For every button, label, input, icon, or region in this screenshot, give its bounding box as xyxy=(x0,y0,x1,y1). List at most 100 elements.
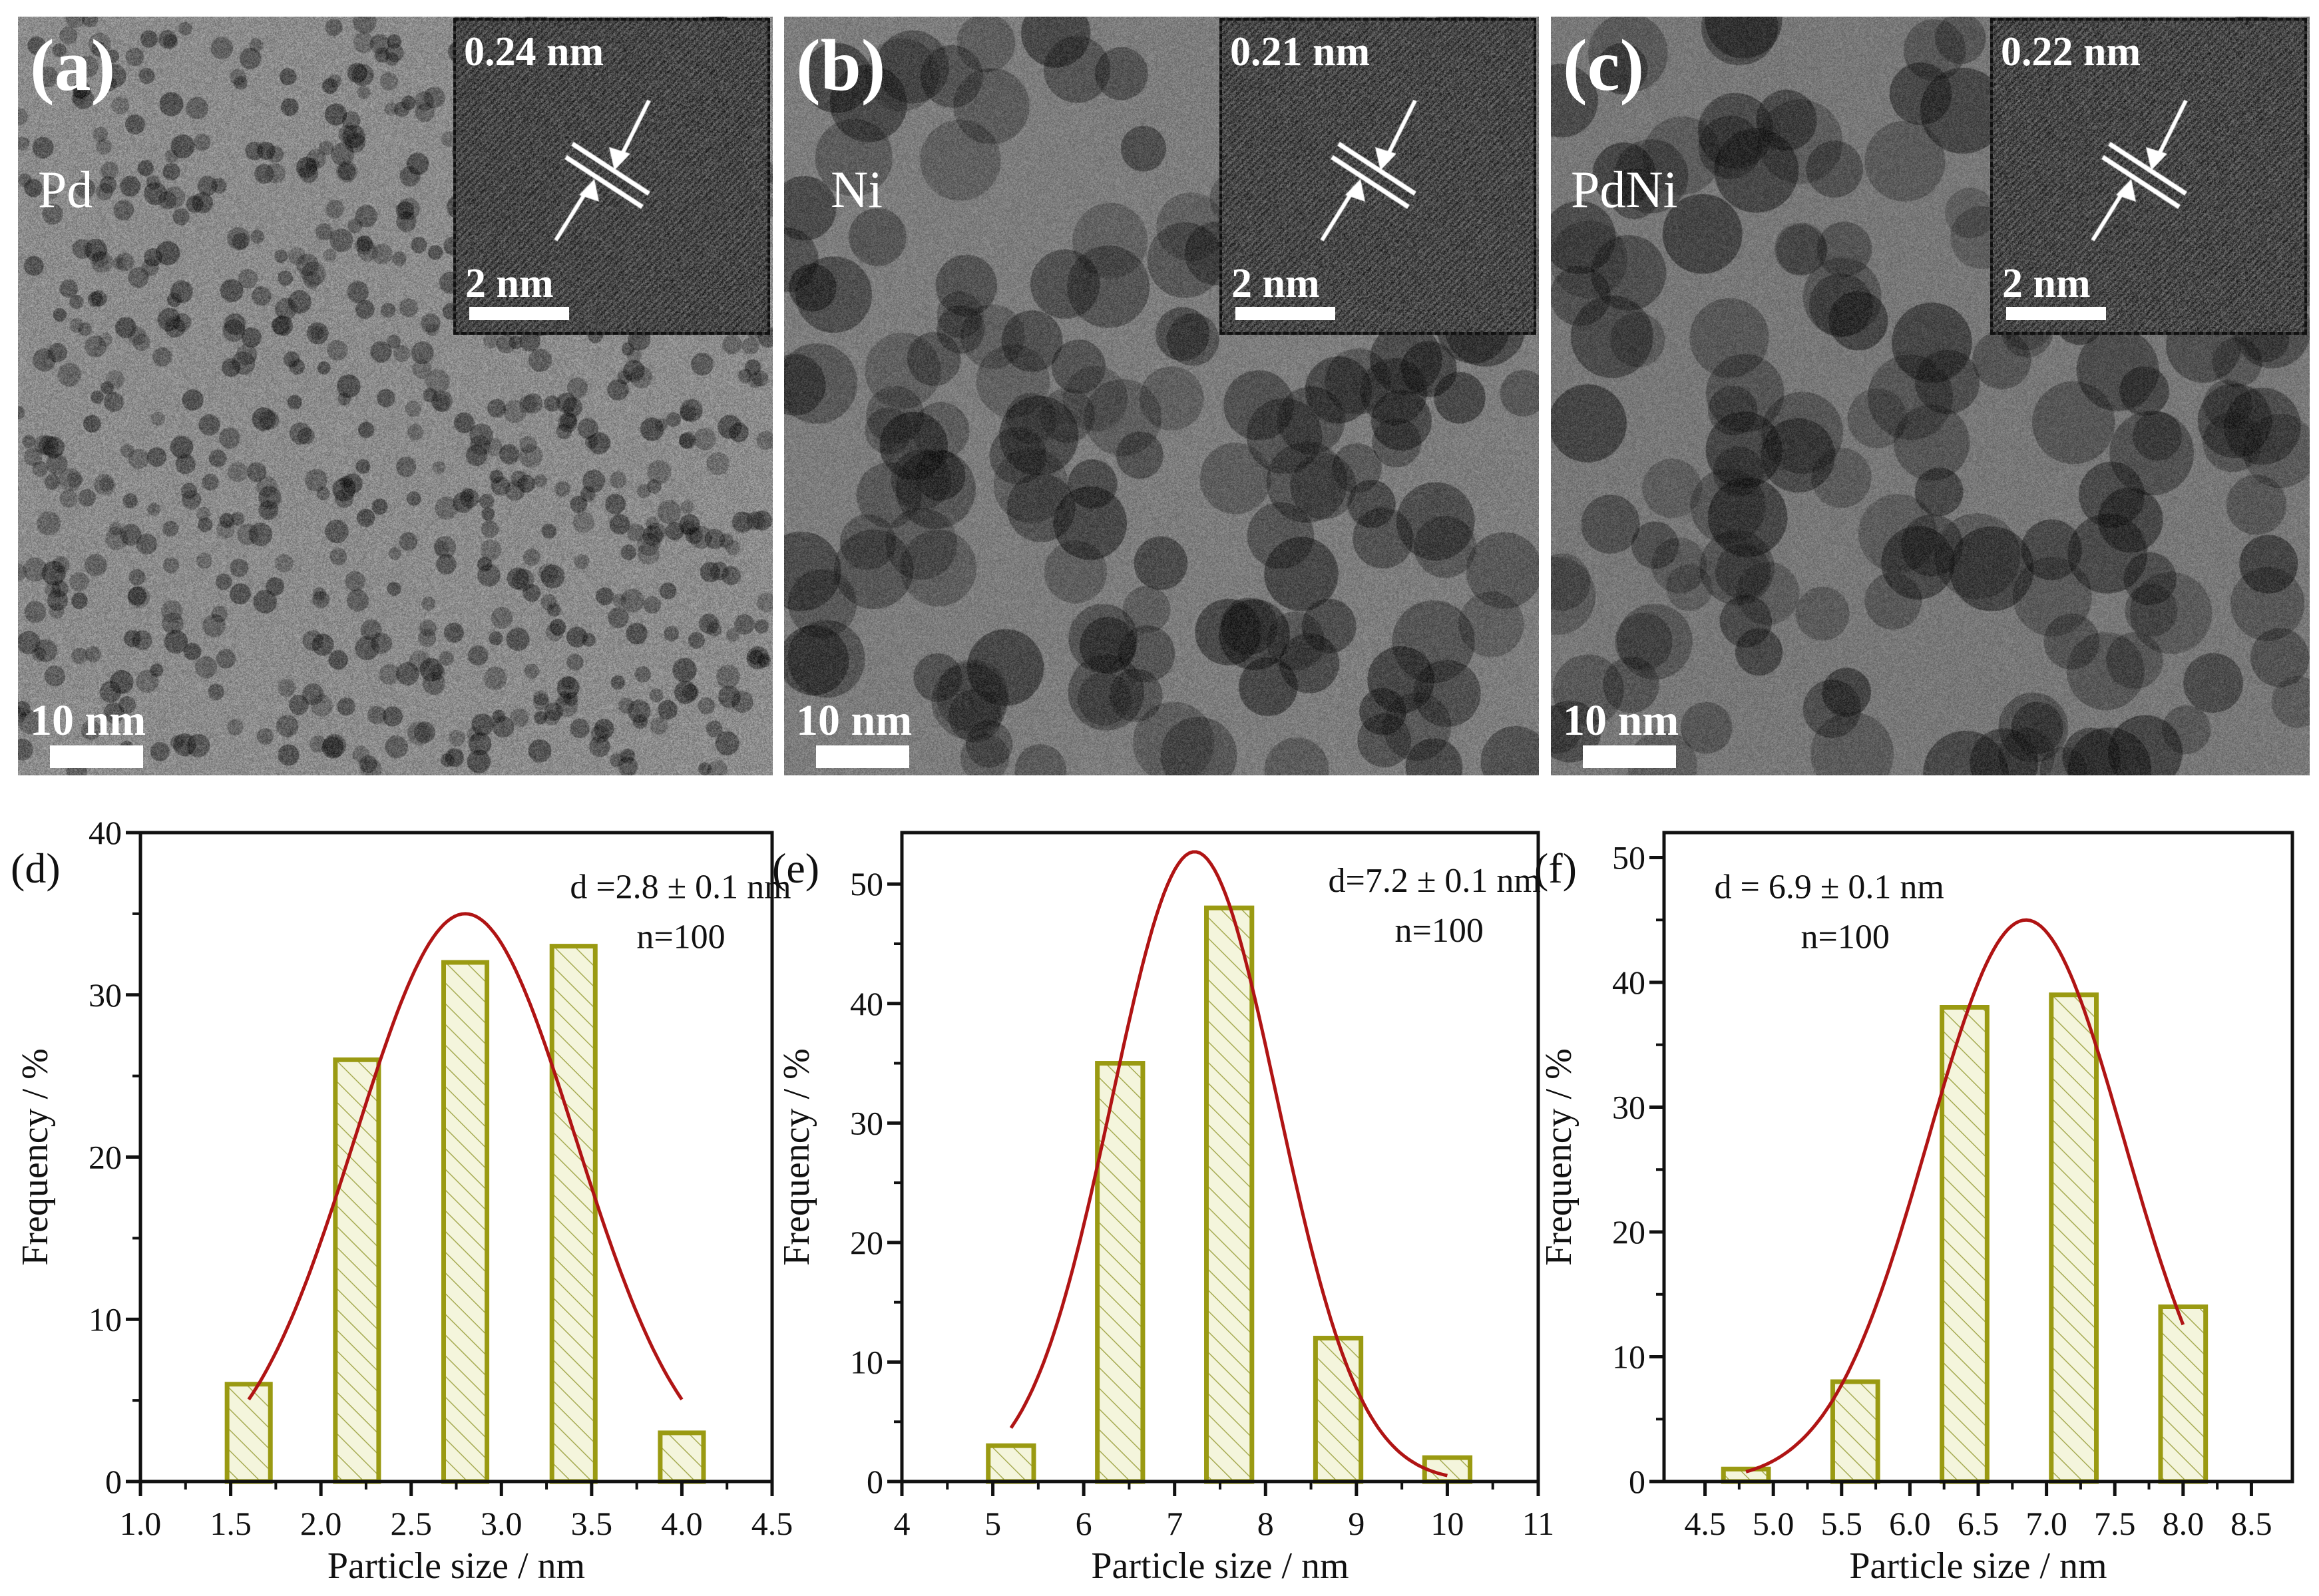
hrtem-inset: 0.21 nm 2 nm xyxy=(1219,18,1536,335)
material-label: Pd xyxy=(38,160,93,218)
x-tick-label: 8.5 xyxy=(2230,1505,2272,1542)
x-tick-label: 3.0 xyxy=(481,1505,523,1542)
scale-bar xyxy=(816,745,909,768)
hrtem-micrograph xyxy=(1993,21,2304,332)
x-tick-label: 3.5 xyxy=(571,1505,613,1542)
x-tick-label: 7.0 xyxy=(2025,1505,2067,1542)
panel-label: (d) xyxy=(11,845,61,892)
histogram-bar xyxy=(2158,1304,2209,1484)
histogram-bar xyxy=(441,960,490,1484)
x-tick-label: 2.5 xyxy=(390,1505,432,1542)
scale-bar xyxy=(1583,745,1676,768)
y-tick-label: 30 xyxy=(850,1104,883,1141)
x-tick-label: 1.0 xyxy=(120,1505,162,1542)
x-axis-label: Particle size / nm xyxy=(327,1545,585,1587)
x-tick-label: 9 xyxy=(1348,1505,1365,1542)
lattice-spacing-label: 0.22 nm xyxy=(2001,29,2141,75)
scale-bar xyxy=(50,745,143,768)
y-tick-label: 20 xyxy=(850,1224,883,1261)
histogram-bar xyxy=(1204,905,1255,1484)
x-tick-label: 2.0 xyxy=(300,1505,342,1542)
histogram-bar xyxy=(658,1430,706,1484)
y-tick-label: 10 xyxy=(850,1343,883,1380)
x-tick-label: 5 xyxy=(984,1505,1001,1542)
lattice-spacing-label: 0.21 nm xyxy=(1230,29,1370,75)
x-tick-label: 7.5 xyxy=(2094,1505,2136,1542)
x-axis-label: Particle size / nm xyxy=(1091,1545,1349,1587)
y-axis-label: Frequency / % xyxy=(776,1048,817,1266)
y-tick-label: 40 xyxy=(1612,964,1645,1001)
y-tick-label: 50 xyxy=(1612,839,1645,877)
x-tick-label: 5.5 xyxy=(1821,1505,1863,1542)
lattice-spacing-label: 0.24 nm xyxy=(464,29,604,75)
histogram-bar xyxy=(333,1057,381,1484)
y-tick-label: 0 xyxy=(1629,1463,1645,1500)
x-tick-label: 4.5 xyxy=(751,1505,793,1542)
x-tick-label: 6 xyxy=(1076,1505,1092,1542)
inset-scale-bar xyxy=(469,307,569,320)
inset-scale-bar xyxy=(1235,307,1335,320)
y-axis-label: Frequency / % xyxy=(15,1048,56,1266)
panel-label: (f) xyxy=(1534,845,1577,892)
histogram-bar xyxy=(986,1443,1036,1484)
inset-scale-bar-label: 2 nm xyxy=(2002,261,2091,306)
x-tick-label: 8 xyxy=(1257,1505,1274,1542)
material-label: Ni xyxy=(831,160,883,218)
y-axis-label: Frequency / % xyxy=(1538,1048,1580,1266)
histogram-bar xyxy=(1095,1061,1146,1484)
hrtem-inset: 0.24 nm 2 nm xyxy=(453,18,770,335)
y-tick-label: 30 xyxy=(89,976,122,1014)
x-tick-label: 10 xyxy=(1430,1505,1464,1542)
scale-bar-label: 10 nm xyxy=(796,696,913,745)
chart-e: 4 5 6 7 8 9 10 11 0 10 20 30 40 50 Particle size / nm F… xyxy=(772,831,1554,1587)
count-annotation: n=100 xyxy=(636,918,725,956)
panel-label: (c) xyxy=(1563,25,1645,106)
x-tick-label: 7 xyxy=(1166,1505,1183,1542)
panel-label: (b) xyxy=(796,25,886,106)
scale-bar-label: 10 nm xyxy=(1563,696,1679,745)
chart-d: 1.0 1.5 2.0 2.5 3.0 3.5 4.0 4.5 0 10 20 30 40 Particl… xyxy=(11,814,793,1587)
y-tick-label: 10 xyxy=(89,1300,122,1338)
x-axis-label: Particle size / nm xyxy=(1849,1545,2107,1587)
chart-f: 4.5 5.0 5.5 6.0 6.5 7.0 7.5 8.0 8.5 0 10 20 30 40 50 Pa… xyxy=(1534,831,2294,1587)
tem-image-b: (b) Ni 10 nm 0.21 nm 2 nm xyxy=(784,17,1539,775)
hrtem-micrograph xyxy=(456,21,767,332)
y-tick-label: 0 xyxy=(867,1463,883,1500)
y-tick-label: 30 xyxy=(1612,1089,1645,1126)
panel-label: (e) xyxy=(772,845,819,892)
x-tick-label: 4 xyxy=(894,1505,911,1542)
histogram-bar xyxy=(1313,1336,1364,1484)
histogram-bar xyxy=(1940,1005,1990,1484)
x-tick-label: 4.5 xyxy=(1684,1505,1726,1542)
histogram-bar xyxy=(2049,992,2099,1484)
inset-scale-bar xyxy=(2006,307,2106,320)
y-tick-label: 0 xyxy=(105,1463,122,1500)
size-annotation: d=7.2 ± 0.1 nm xyxy=(1329,862,1541,900)
hrtem-micrograph xyxy=(1222,21,1534,332)
histogram-bar xyxy=(549,944,598,1484)
hrtem-inset: 0.22 nm 2 nm xyxy=(1990,18,2307,335)
x-tick-label: 1.5 xyxy=(210,1505,252,1542)
y-tick-label: 20 xyxy=(1612,1213,1645,1251)
x-tick-label: 11 xyxy=(1522,1505,1554,1542)
x-tick-label: 5.0 xyxy=(1753,1505,1794,1542)
y-tick-label: 10 xyxy=(1612,1338,1645,1376)
panel-label: (a) xyxy=(30,25,116,106)
x-tick-label: 6.0 xyxy=(1889,1505,1931,1542)
gaussian-fit-curve xyxy=(1009,850,1448,1478)
size-annotation: d =2.8 ± 0.1 nm xyxy=(570,869,791,906)
count-annotation: n=100 xyxy=(1395,912,1484,950)
y-tick-label: 40 xyxy=(850,985,883,1022)
y-tick-label: 50 xyxy=(850,865,883,902)
x-tick-label: 4.0 xyxy=(661,1505,703,1542)
y-tick-label: 40 xyxy=(89,814,122,851)
material-label: PdNi xyxy=(1571,160,1678,218)
count-annotation: n=100 xyxy=(1801,918,1890,956)
size-annotation: d = 6.9 ± 0.1 nm xyxy=(1715,869,1944,906)
gaussian-fit-curve xyxy=(1745,918,2185,1474)
scale-bar-label: 10 nm xyxy=(30,696,146,745)
inset-scale-bar-label: 2 nm xyxy=(465,261,554,306)
x-tick-label: 6.5 xyxy=(1958,1505,2000,1542)
y-tick-label: 20 xyxy=(89,1139,122,1176)
